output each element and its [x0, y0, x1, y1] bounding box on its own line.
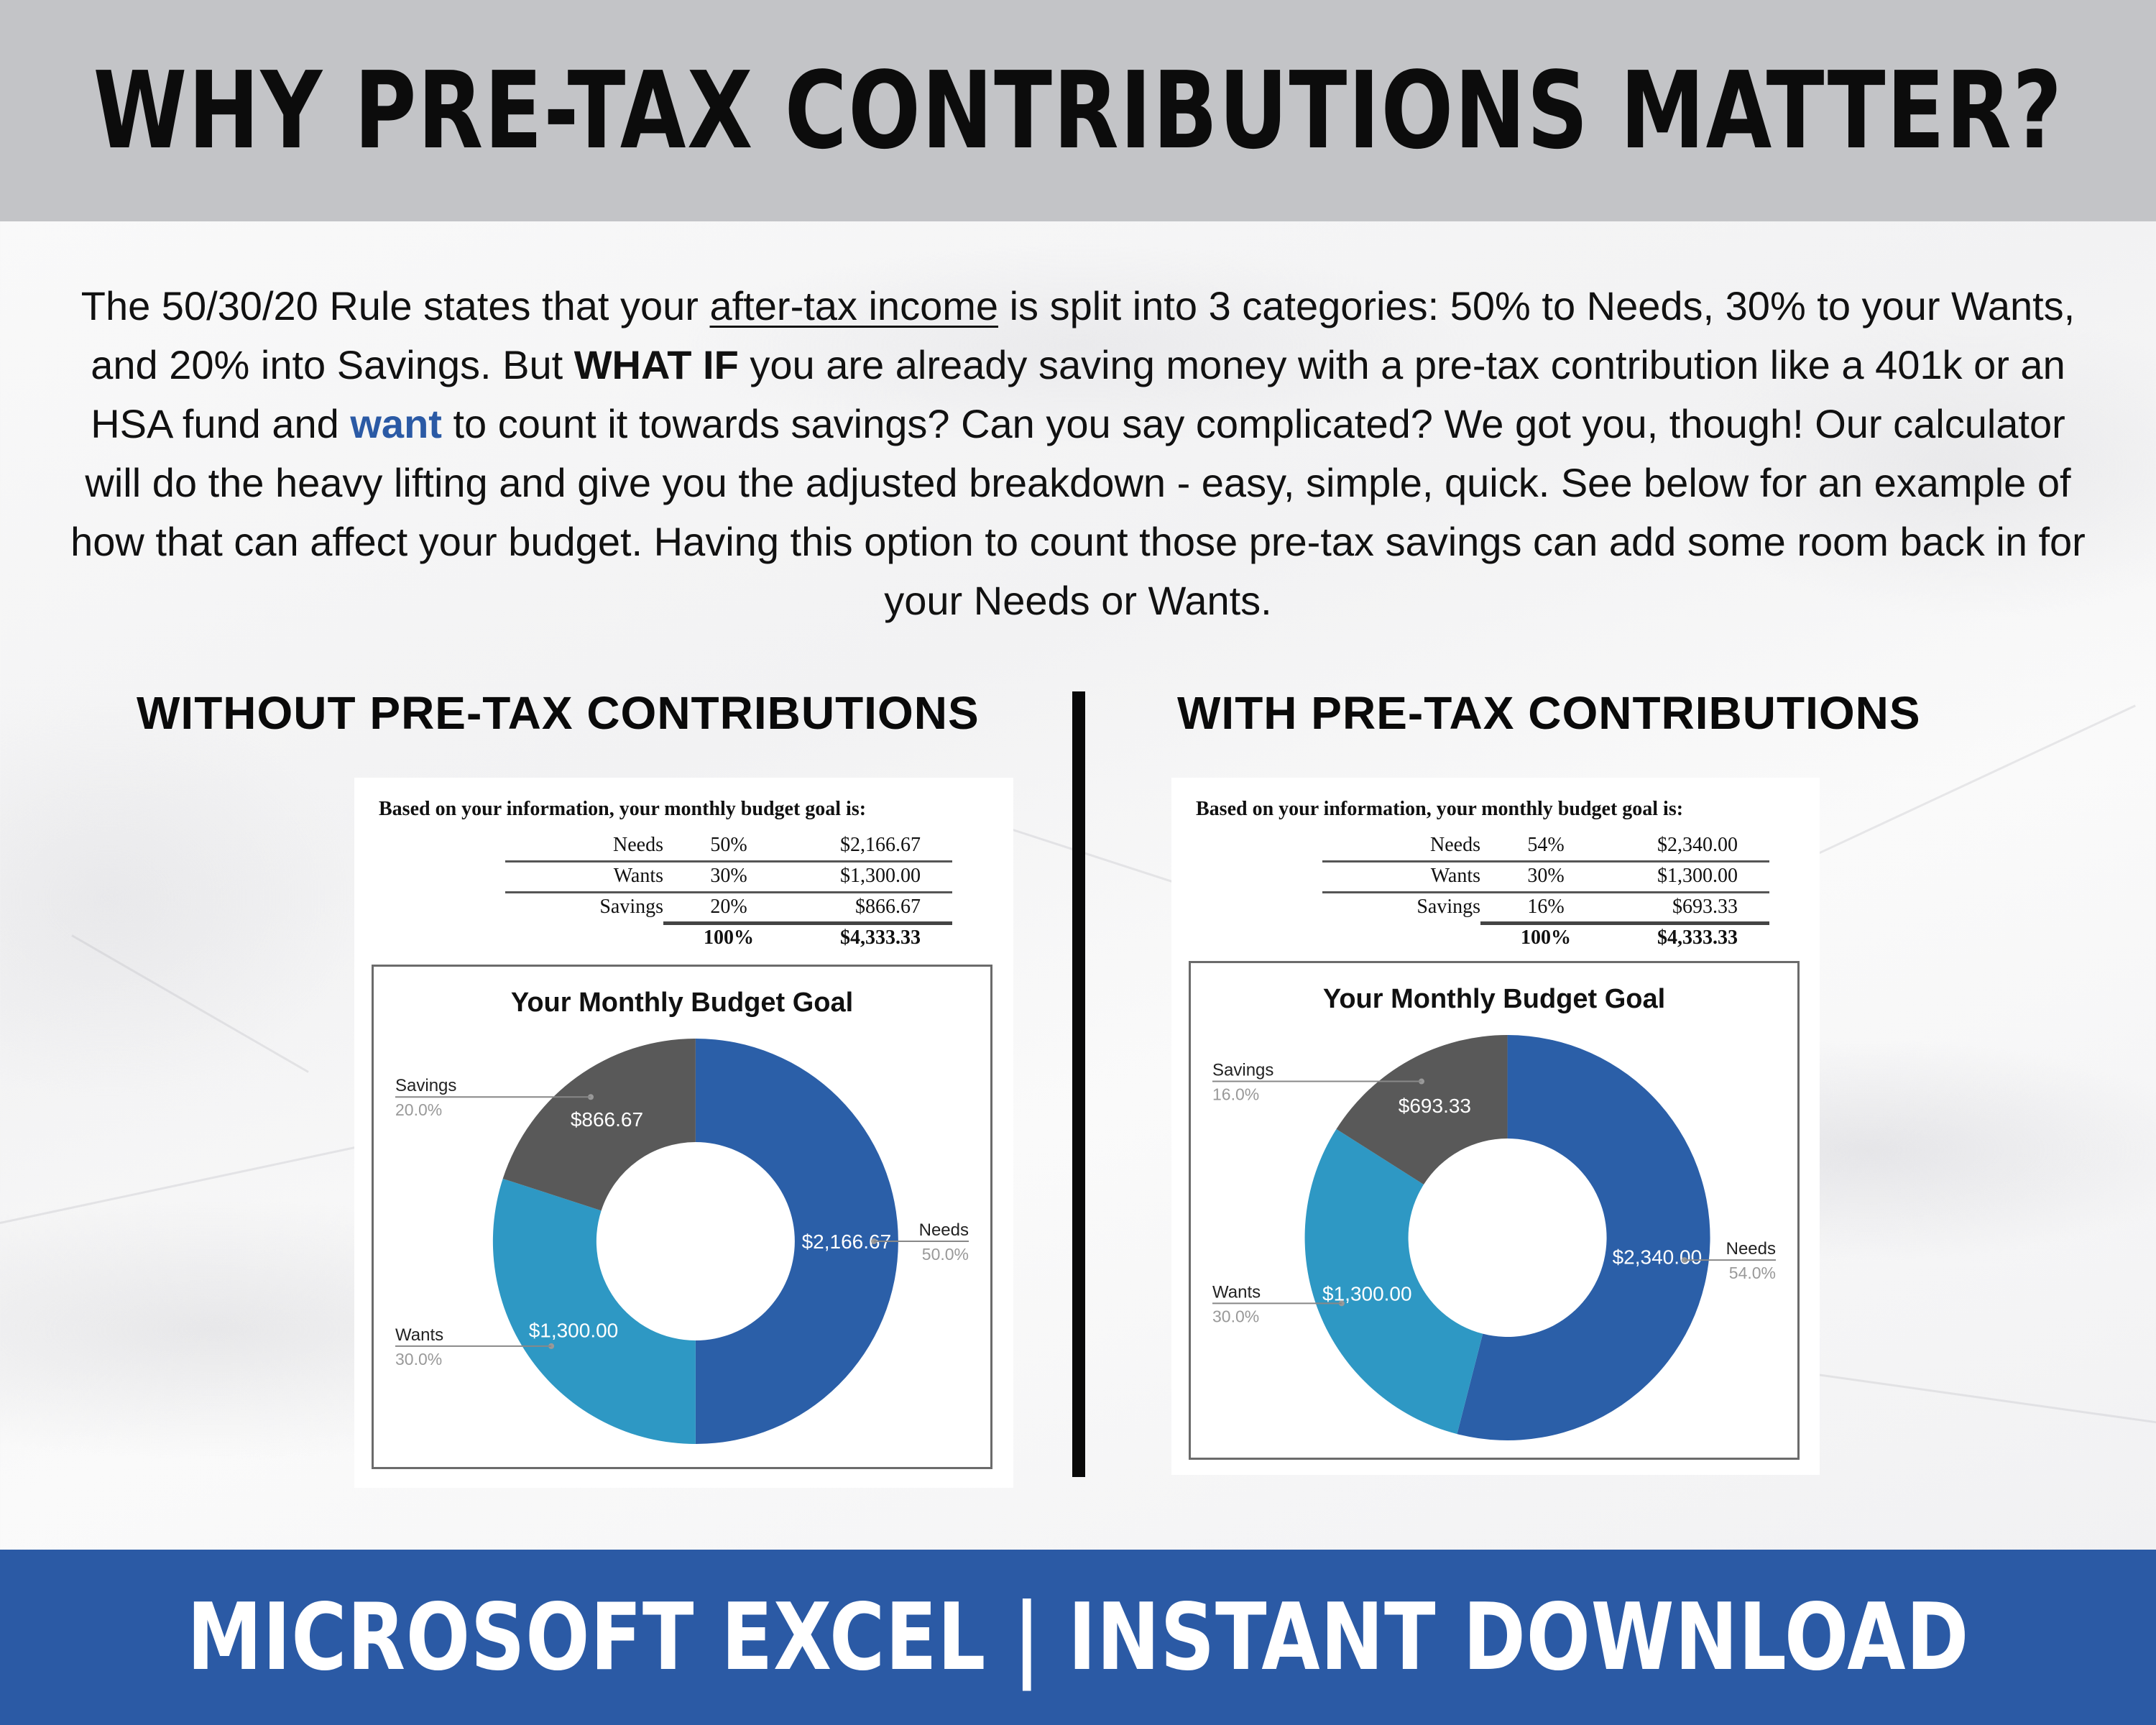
intro-text: The 50/30/20 Rule states that your	[80, 283, 710, 328]
row-percent: 30%	[710, 865, 747, 887]
slice-value-label: $2,340.00	[1613, 1246, 1703, 1268]
donut-chart: Your Monthly Budget Goal$2,166.67Needs50…	[395, 988, 969, 1444]
row-amount: $1,300.00	[1657, 865, 1738, 887]
leader-dot	[1681, 1257, 1687, 1264]
intro-text: is split into 3 categories: 50% to Needs…	[91, 283, 2076, 387]
header-banner: WHY PRE-TAX CONTRIBUTIONS MATTER?	[0, 0, 2156, 221]
table-row: Wants 30% $1,300.00	[505, 860, 952, 891]
legend-name: Wants	[395, 1325, 443, 1345]
budget-table: Needs 50% $2,166.67 Wants 30% $1,300.00 …	[505, 829, 952, 953]
row-label: Needs	[613, 834, 663, 856]
total-amount: $4,333.33	[840, 926, 921, 949]
chart-title: Your Monthly Budget Goal	[1323, 984, 1665, 1014]
table-rule	[1322, 860, 1769, 862]
section-divider	[1072, 691, 1085, 1477]
donut-chart: Your Monthly Budget Goal $2,340.00 Needs 54…	[1212, 984, 1776, 1440]
slice-needs	[1457, 1035, 1710, 1440]
row-percent: 16%	[1527, 896, 1565, 918]
legend-name: Savings	[395, 1076, 456, 1095]
slice-value-label: $1,300.00	[529, 1319, 619, 1341]
row-amount: $693.33	[1672, 896, 1738, 918]
slice-value-label: $1,300.00	[1322, 1282, 1412, 1305]
budget-chart-box: Your Monthly Budget Goal $2,166.67 Needs 50…	[372, 965, 992, 1469]
without-panel: Based on your information, your monthly …	[354, 778, 1013, 1488]
slice-savings	[1336, 1035, 1508, 1185]
slice-wants	[492, 1178, 696, 1444]
row-label: Savings	[1416, 896, 1480, 918]
intro-text: to count it towards savings? Can you say…	[70, 401, 2086, 623]
table-rule	[505, 860, 952, 862]
table-rule-total	[1480, 921, 1769, 925]
table-row: Needs 54% $2,340.00	[1322, 829, 1769, 860]
intro-text: you are already saving money with a pre-…	[91, 342, 2065, 446]
page-title: WHY PRE-TAX CONTRIBUTIONS MATTER?	[93, 49, 2063, 172]
intro-highlight: want	[350, 401, 442, 446]
legend-name: Savings	[1212, 1061, 1273, 1080]
legend-percent: 50.0%	[922, 1245, 969, 1264]
slice-value-label: $693.33	[1399, 1095, 1471, 1117]
table-row: Savings 16% $693.33	[1322, 891, 1769, 922]
table-row: Savings 20% $866.67	[505, 891, 952, 922]
table-rule	[1322, 891, 1769, 893]
legend-percent: 20.0%	[395, 1100, 442, 1119]
table-row: Wants 30% $1,300.00	[1322, 860, 1769, 891]
legend-name: Needs	[1726, 1239, 1776, 1259]
table-total-row: 100% $4,333.33	[505, 922, 952, 953]
row-percent: 20%	[710, 896, 747, 918]
row-label: Savings	[599, 896, 663, 918]
table-rule-total	[663, 921, 952, 925]
legend-name: Wants	[1212, 1282, 1261, 1302]
slice-value-label: $866.67	[571, 1108, 643, 1131]
total-amount: $4,333.33	[1657, 926, 1738, 949]
row-amount: $866.67	[855, 896, 921, 918]
legend-percent: 30.0%	[1212, 1307, 1259, 1325]
row-label: Wants	[613, 865, 663, 887]
slice-needs	[695, 1039, 898, 1444]
table-total-row: 100% $4,333.33	[1322, 922, 1769, 953]
intro-bold: WHAT IF	[573, 342, 739, 387]
budget-table-title: Based on your information, your monthly …	[379, 798, 867, 820]
table-rule	[505, 891, 952, 893]
with-section-title: WITH PRE-TAX CONTRIBUTIONS	[1177, 687, 1921, 739]
row-amount: $1,300.00	[840, 865, 921, 887]
slice-savings	[502, 1039, 696, 1211]
leader-dot	[1419, 1078, 1425, 1085]
row-percent: 54%	[1527, 834, 1565, 856]
row-label: Wants	[1430, 865, 1480, 887]
row-label: Needs	[1430, 834, 1480, 856]
intro-paragraph: The 50/30/20 Rule states that your after…	[65, 277, 2091, 630]
chart-title: Your Monthly Budget Goal	[511, 988, 853, 1018]
without-section-title: WITHOUT PRE-TAX CONTRIBUTIONS	[137, 687, 980, 739]
row-amount: $2,340.00	[1657, 834, 1738, 856]
with-panel: Based on your information, your monthly …	[1171, 778, 1820, 1475]
table-row: Needs 50% $2,166.67	[505, 829, 952, 860]
total-percent: 100%	[1521, 926, 1571, 949]
legend-name: Needs	[919, 1220, 969, 1240]
row-percent: 30%	[1527, 865, 1565, 887]
legend-percent: 54.0%	[1729, 1264, 1776, 1282]
budget-chart-box: Your Monthly Budget Goal $2,340.00 Needs 54…	[1189, 961, 1800, 1460]
row-percent: 50%	[710, 834, 747, 856]
slice-wants	[1304, 1128, 1483, 1435]
legend-percent: 16.0%	[1212, 1085, 1259, 1104]
legend-percent: 30.0%	[395, 1350, 442, 1368]
footer-banner: MICROSOFT EXCEL | INSTANT DOWNLOAD	[0, 1550, 2156, 1725]
intro-underline: after-tax income	[709, 283, 999, 328]
budget-table: Needs 54% $2,340.00 Wants 30% $1,300.00 …	[1322, 829, 1769, 953]
footer-text: MICROSOFT EXCEL | INSTANT DOWNLOAD	[186, 1583, 1970, 1691]
total-percent: 100%	[704, 926, 754, 949]
row-amount: $2,166.67	[840, 834, 921, 856]
budget-table-title: Based on your information, your monthly …	[1196, 798, 1684, 820]
